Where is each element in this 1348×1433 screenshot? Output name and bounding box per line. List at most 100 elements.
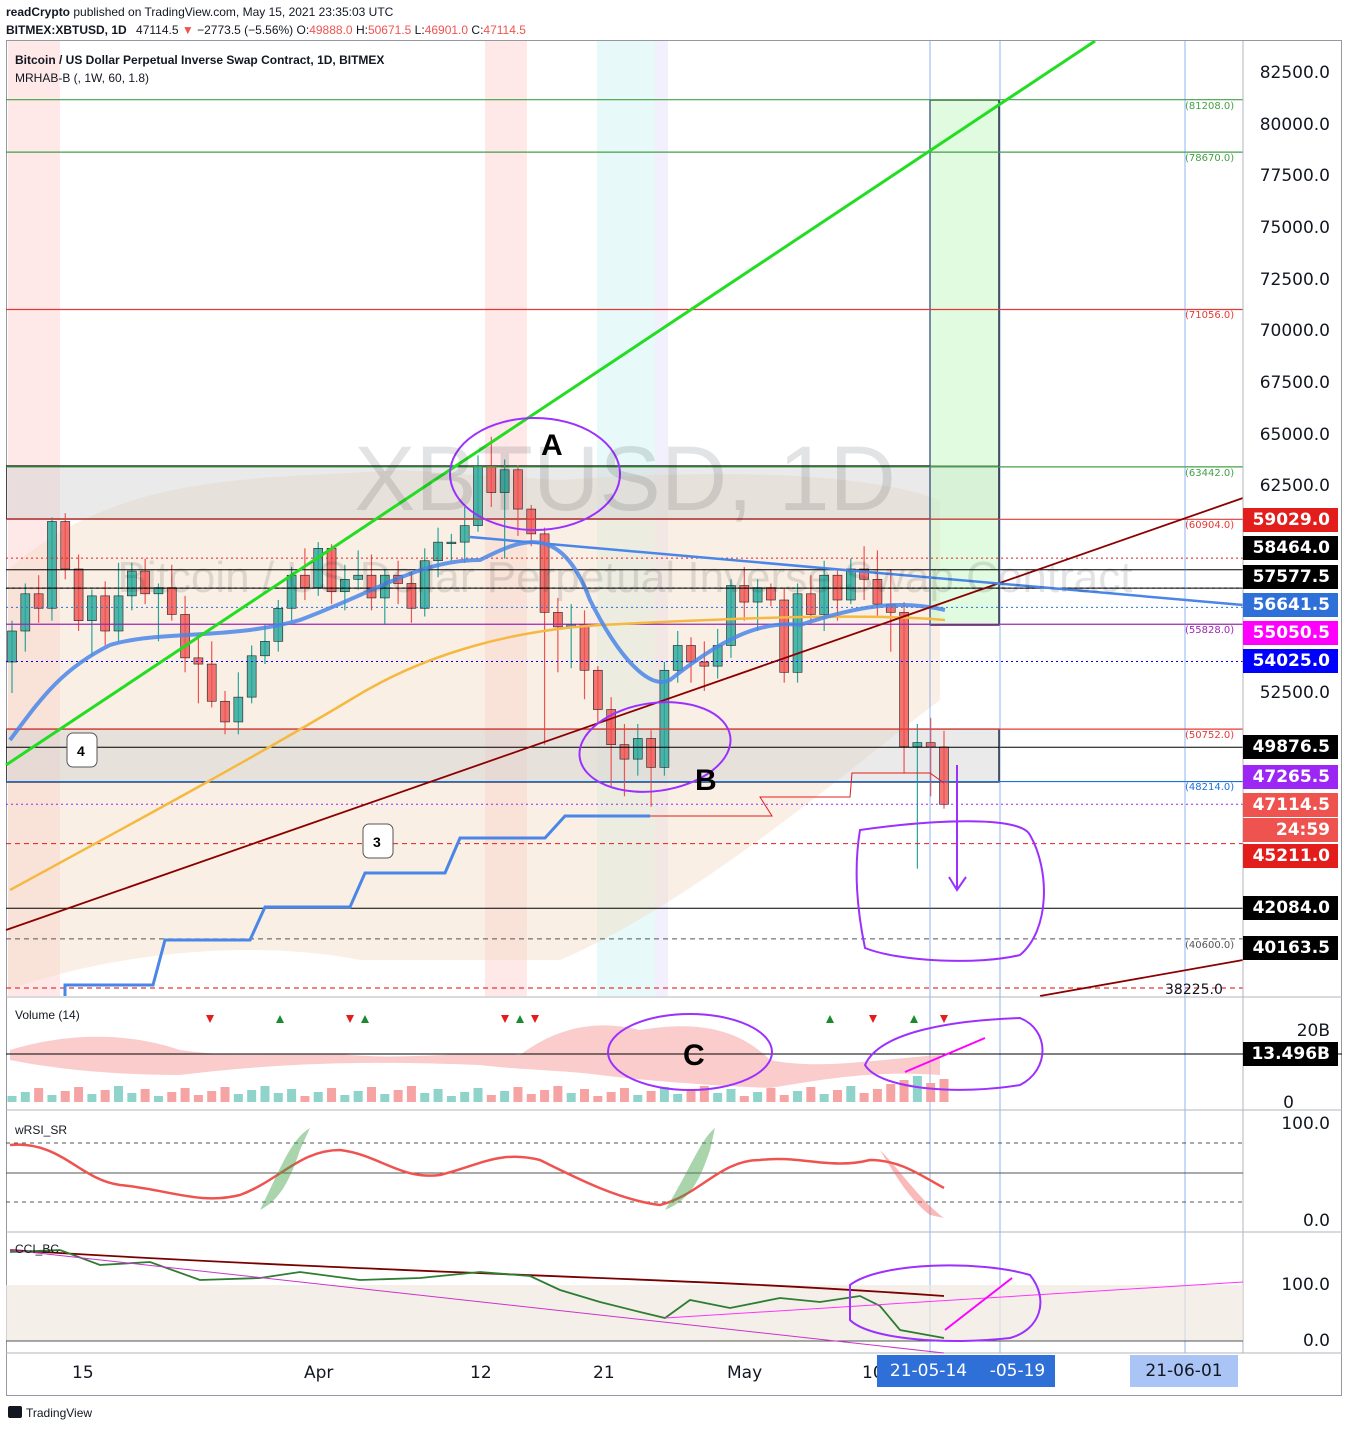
price-tag: 47265.5 — [1243, 765, 1338, 789]
low-value: 46901.0 — [424, 23, 469, 37]
tradingview-logo[interactable]: TradingView — [8, 1406, 92, 1420]
step-line — [63, 814, 650, 996]
price-tag: 45211.0 — [1243, 844, 1338, 868]
volume-bar — [753, 1092, 763, 1102]
label-b: B — [695, 764, 717, 797]
volume-bar — [779, 1095, 789, 1102]
volume-bar — [220, 1087, 230, 1102]
volume-bar — [446, 1096, 456, 1102]
level-label: (60904.0) — [1185, 520, 1235, 531]
candle-body — [220, 700, 230, 723]
volume-bar — [87, 1094, 97, 1102]
cci-up-arrow — [944, 1277, 1013, 1331]
cci-title[interactable]: CCI_BC — [15, 1242, 60, 1256]
candle-body — [140, 570, 150, 595]
price-tag: 55050.5 — [1243, 621, 1338, 645]
level-label: (71056.0) — [1185, 310, 1235, 321]
candle-body — [246, 655, 257, 698]
rsi-title[interactable]: wRSI_SR — [15, 1123, 68, 1137]
volume-bar — [167, 1092, 177, 1102]
volume-bar — [912, 1076, 922, 1102]
candle-body — [632, 738, 643, 760]
rsi-fill — [260, 1128, 310, 1210]
volume-last-tag: 13.496B — [1243, 1042, 1338, 1066]
candle-body — [553, 612, 563, 628]
level-label: (78670.0) — [1185, 153, 1235, 164]
close-value: 47114.5 — [483, 23, 526, 37]
level-label: 38225.0 — [1165, 982, 1223, 998]
price-tag: 56641.5 — [1243, 593, 1338, 617]
signal-triangle — [826, 1015, 834, 1023]
price-tag: 47114.5 — [1243, 793, 1338, 817]
cci-trendline — [9, 1249, 945, 1354]
candle-body — [486, 465, 497, 493]
signal-triangle — [361, 1015, 369, 1023]
volume-bar — [127, 1093, 137, 1102]
last-price: 47114.5 — [136, 23, 179, 37]
volume-bar — [566, 1093, 576, 1102]
volume-title[interactable]: Volume (14) — [15, 1008, 80, 1022]
close-label: C: — [471, 23, 484, 37]
price-tag: 42084.0 — [1243, 896, 1338, 920]
price-axis-label: 72500.0 — [1259, 269, 1330, 290]
candle-body — [659, 669, 670, 768]
target-annotation — [855, 820, 1045, 962]
circle-annotation-c — [607, 1013, 773, 1091]
candle-body — [353, 574, 363, 580]
volume-bar — [233, 1094, 243, 1102]
price-axis-label: 62500.0 — [1259, 476, 1330, 497]
indicator-label[interactable]: MRHAB-B (, 1W, 60, 1.8) — [15, 71, 150, 85]
rsi-fill — [665, 1128, 715, 1210]
low-label: L: — [414, 23, 425, 37]
candle-body — [579, 624, 590, 671]
candle-body — [845, 568, 856, 601]
level-label: (55828.0) — [1185, 625, 1235, 636]
volume-bar — [313, 1092, 323, 1102]
x-date-box-end[interactable]: -05-19 — [980, 1355, 1055, 1387]
volume-bar — [340, 1095, 350, 1102]
zone-box-lower — [6, 728, 1000, 783]
price-tag: 54025.0 — [1243, 649, 1338, 673]
volume-bar — [926, 1083, 936, 1102]
candle-body — [127, 570, 137, 597]
signal-triangle — [206, 1015, 214, 1023]
price-tag: 58464.0 — [1243, 536, 1338, 560]
candle-body — [593, 669, 603, 710]
price-axis-label: 65000.0 — [1259, 424, 1330, 445]
candle-body — [672, 645, 683, 671]
chart-frame[interactable] — [6, 40, 1342, 1396]
candle-body — [233, 696, 244, 723]
volume-bar — [872, 1089, 882, 1102]
volume-bar — [140, 1089, 150, 1102]
x-label-21: 21 — [593, 1363, 615, 1383]
volume-bar — [114, 1086, 124, 1102]
author-name: readCrypto — [6, 5, 71, 19]
cci-annotation — [849, 1264, 1042, 1342]
volume-bar — [47, 1095, 57, 1102]
candle-body — [859, 568, 869, 580]
candle-body — [433, 541, 443, 562]
volume-axis-top: 20B — [1296, 1021, 1330, 1041]
volume-bar — [633, 1095, 643, 1102]
price-change: −2773.5 (−5.56%) — [197, 23, 294, 37]
cci-line — [9, 1249, 945, 1339]
trendline-red-lower — [1039, 959, 1244, 997]
open-value: 49888.0 — [309, 23, 353, 37]
volume-bar — [553, 1086, 563, 1102]
candle-body — [419, 560, 430, 609]
callout-3 — [362, 823, 394, 859]
candle-body — [726, 585, 736, 646]
price-axis-label: 80000.0 — [1259, 114, 1330, 135]
candle-body — [499, 469, 510, 493]
price-tag: 49876.5 — [1243, 735, 1338, 759]
candle-body — [699, 661, 710, 667]
x-label-apr: Apr — [304, 1363, 334, 1383]
x-date-box-future[interactable]: 21-06-01 — [1130, 1355, 1238, 1387]
callout-4 — [66, 732, 98, 768]
price-tag: 59029.0 — [1243, 508, 1338, 532]
label-a: A — [541, 429, 563, 462]
x-date-box-start[interactable]: 21-05-14 — [877, 1355, 980, 1387]
candle-body — [912, 742, 923, 748]
price-axis-label: 75000.0 — [1259, 218, 1330, 238]
